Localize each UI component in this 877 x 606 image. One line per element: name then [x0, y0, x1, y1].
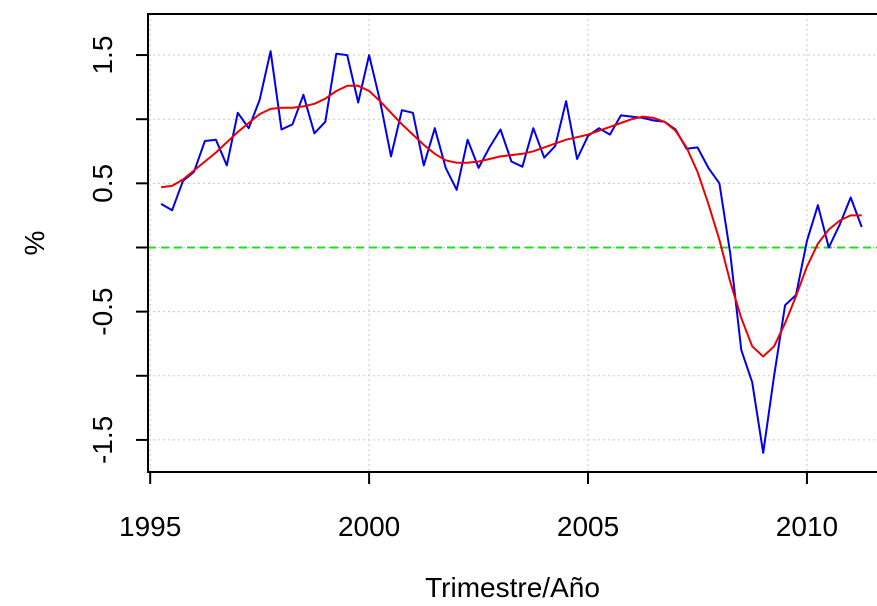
- series-line-red: [160, 84, 862, 358]
- x-tick-label: 2000: [338, 511, 400, 542]
- series-line-blue: [160, 50, 863, 454]
- x-tick-label: 2010: [776, 511, 838, 542]
- y-tick-label: 0.5: [87, 164, 118, 203]
- y-axis-title: %: [19, 231, 50, 256]
- x-tick-label: 1995: [119, 511, 181, 542]
- x-axis: 1995 2000 2005 2010: [119, 472, 838, 542]
- x-axis-title: Trimestre/Año: [425, 572, 600, 603]
- x-tick-label: 2005: [557, 511, 619, 542]
- y-axis: -1.5 -0.5 0.5 1.5: [87, 36, 148, 464]
- grid-lines: [148, 14, 877, 472]
- y-tick-label: -0.5: [87, 288, 118, 336]
- y-tick-label: -1.5: [87, 416, 118, 464]
- series-layer: [160, 50, 863, 454]
- plot-area-border: [147, 13, 877, 473]
- y-tick-label: 1.5: [87, 36, 118, 75]
